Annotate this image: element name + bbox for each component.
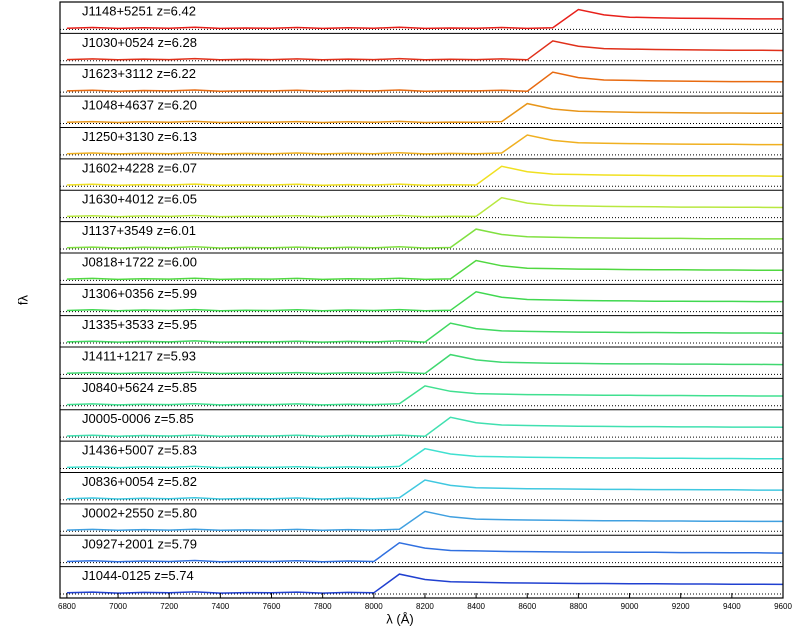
panel-label: J1623+3112 z=6.22 (82, 66, 196, 81)
x-tick-label: 8600 (518, 602, 536, 611)
spectrum-line (66, 353, 784, 375)
x-tick-label: 7600 (263, 602, 281, 611)
spectrum-line (66, 102, 783, 124)
panel-label: J1044-0125 z=5.74 (82, 568, 194, 583)
x-tick-label: 9400 (723, 602, 741, 611)
spectrum-line (66, 134, 783, 155)
panel-label: J1306+0356 z=5.99 (82, 286, 197, 301)
panel-label: J0002+2550 z=5.80 (82, 505, 197, 520)
panel-label: J0818+1722 z=6.00 (82, 254, 197, 269)
spectrum-line (66, 196, 784, 218)
panel-label: J1148+5251 z=6.42 (82, 3, 196, 18)
spectrum-line (66, 541, 784, 563)
panel-label: J1436+5007 z=5.83 (82, 443, 197, 458)
x-tick-label: 7800 (314, 602, 332, 611)
x-tick-label: 7200 (160, 602, 178, 611)
y-axis-label: fλ (15, 294, 30, 305)
x-tick-label: 9200 (672, 602, 690, 611)
panel-label: J1411+1217 z=5.93 (82, 348, 196, 363)
spectrum-line (66, 8, 783, 30)
panel-label: J0836+0054 z=5.82 (82, 474, 197, 489)
panel-label: J0927+2001 z=5.79 (82, 537, 197, 552)
plot-frame (59, 1, 784, 599)
spectrum-line (66, 165, 784, 187)
panel-label: J1137+3549 z=6.01 (82, 223, 196, 238)
x-tick-label: 9000 (621, 602, 639, 611)
panel-label: J1048+4637 z=6.20 (82, 98, 197, 113)
panel-label: J1335+3533 z=5.95 (82, 317, 197, 332)
panel-label: J1030+0524 z=6.28 (82, 35, 197, 50)
spectrum-line (66, 447, 783, 469)
x-tick-label: 9600 (774, 602, 792, 611)
x-axis-label: λ (Å) (386, 611, 413, 626)
x-tick-label: 8200 (416, 602, 434, 611)
spectrum-line (66, 573, 784, 594)
x-tick-label: 7400 (211, 602, 229, 611)
panel-label: J0840+5624 z=5.85 (82, 380, 197, 395)
spectrum-line (66, 40, 784, 61)
spectrum-line (66, 479, 783, 500)
spectrum-line (66, 385, 783, 406)
x-tick-label: 8000 (365, 602, 383, 611)
spectrum-line (66, 416, 784, 437)
spectrum-line (66, 290, 783, 312)
panel-label: J1602+4228 z=6.07 (82, 160, 197, 175)
panel-label: J1250+3130 z=6.13 (82, 129, 197, 144)
panel-label: J1630+4012 z=6.05 (82, 192, 197, 207)
spectrum-line (66, 71, 784, 92)
spectrum-line (66, 322, 784, 343)
x-tick-label: 6800 (58, 602, 76, 611)
spectrum-line (66, 228, 783, 249)
x-tick-label: 8400 (467, 602, 485, 611)
panel-label: J0005-0006 z=5.85 (82, 411, 194, 426)
spectrum-line (66, 259, 783, 281)
x-tick-label: 8800 (570, 602, 588, 611)
spectrum-line (66, 510, 783, 532)
x-tick-label: 7000 (109, 602, 127, 611)
